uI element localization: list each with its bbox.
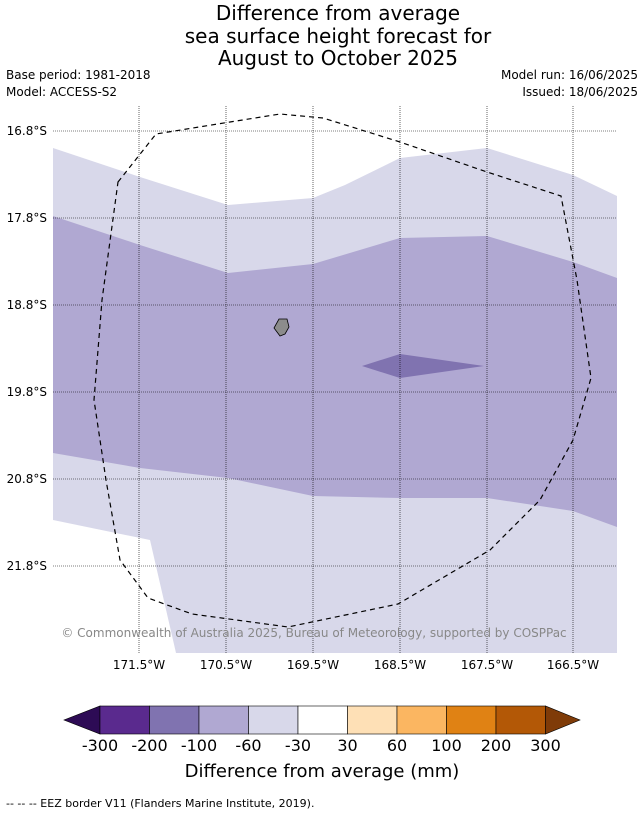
colorbar-bin (396, 705, 447, 735)
lon-tick-label: 169.5°W (287, 658, 339, 672)
colorbar (63, 705, 581, 735)
lat-tick-label: 21.8°S (7, 559, 47, 573)
eez-border (93, 113, 592, 628)
colorbar-tick-label: 100 (431, 736, 462, 755)
lon-tick-label: 166.5°W (547, 658, 599, 672)
colorbar-tick-label: 60 (386, 736, 408, 755)
copyright-text: © Commonwealth of Australia 2025, Bureau… (61, 626, 566, 640)
base-period-text: Base period: 1981-2018 (6, 68, 151, 82)
colorbar-bin (347, 705, 398, 735)
lat-tick-label: 18.8°S (7, 298, 47, 312)
colorbar-tick-label: 300 (530, 736, 561, 755)
colorbar-tick-label: -300 (81, 736, 119, 755)
colorbar-bin (297, 705, 348, 735)
colorbar-bin (248, 705, 299, 735)
colorbar-tick-label: 200 (480, 736, 512, 755)
eez-legend-note: -- -- -- EEZ border V11 (Flanders Marine… (6, 797, 315, 810)
anomaly-region-minus100-to-minus200 (362, 354, 484, 378)
title-line-1: Difference from average (215, 1, 461, 25)
lat-tick-label: 16.8°S (7, 124, 47, 138)
issued-text: Issued: 18/06/2025 (522, 85, 638, 99)
colorbar-bin (198, 705, 249, 735)
title-line-2: sea surface height forecast for (184, 23, 492, 48)
title-line-3: August to October 2025 (217, 46, 459, 70)
chart-title: Difference from average sea surface heig… (0, 2, 644, 70)
colorbar-tick-label: -100 (180, 736, 218, 755)
colorbar-tick-label: -200 (131, 736, 168, 755)
colorbar-bin (149, 705, 200, 735)
colorbar-tick-label: -60 (235, 736, 262, 755)
lon-tick-label: 167.5°W (461, 658, 513, 672)
meta-right: Model run: 16/06/2025 Issued: 18/06/2025 (501, 67, 638, 101)
colorbar-over-arrow (545, 705, 581, 735)
anomaly-region-minus60-to-minus100 (53, 216, 617, 527)
niue-island (273, 318, 290, 337)
map-panel (53, 106, 617, 653)
colorbar-bin (495, 705, 546, 735)
model-text: Model: ACCESS-S2 (6, 85, 118, 99)
lon-tick-label: 170.5°W (200, 658, 252, 672)
colorbar-under-arrow (63, 705, 101, 735)
lat-tick-label: 17.8°S (7, 211, 47, 225)
lat-tick-label: 20.8°S (7, 472, 47, 486)
lon-tick-label: 168.5°W (374, 658, 426, 672)
model-run-text: Model run: 16/06/2025 (500, 68, 638, 82)
colorbar-tick-label: 30 (337, 736, 358, 755)
colorbar-bin (446, 705, 497, 735)
colorbar-title: Difference from average (mm) (184, 761, 460, 782)
colorbar-tick-label: -30 (284, 736, 312, 755)
meta-left: Base period: 1981-2018 Model: ACCESS-S2 (6, 67, 151, 101)
colorbar-bin (99, 705, 150, 735)
lat-tick-label: 19.8°S (7, 385, 47, 399)
lon-tick-label: 171.5°W (113, 658, 165, 672)
graticule: 16.8°S 17.8°S 18.8°S 19.8°S 20.8°S 21.8°S 171.… (7, 106, 617, 672)
